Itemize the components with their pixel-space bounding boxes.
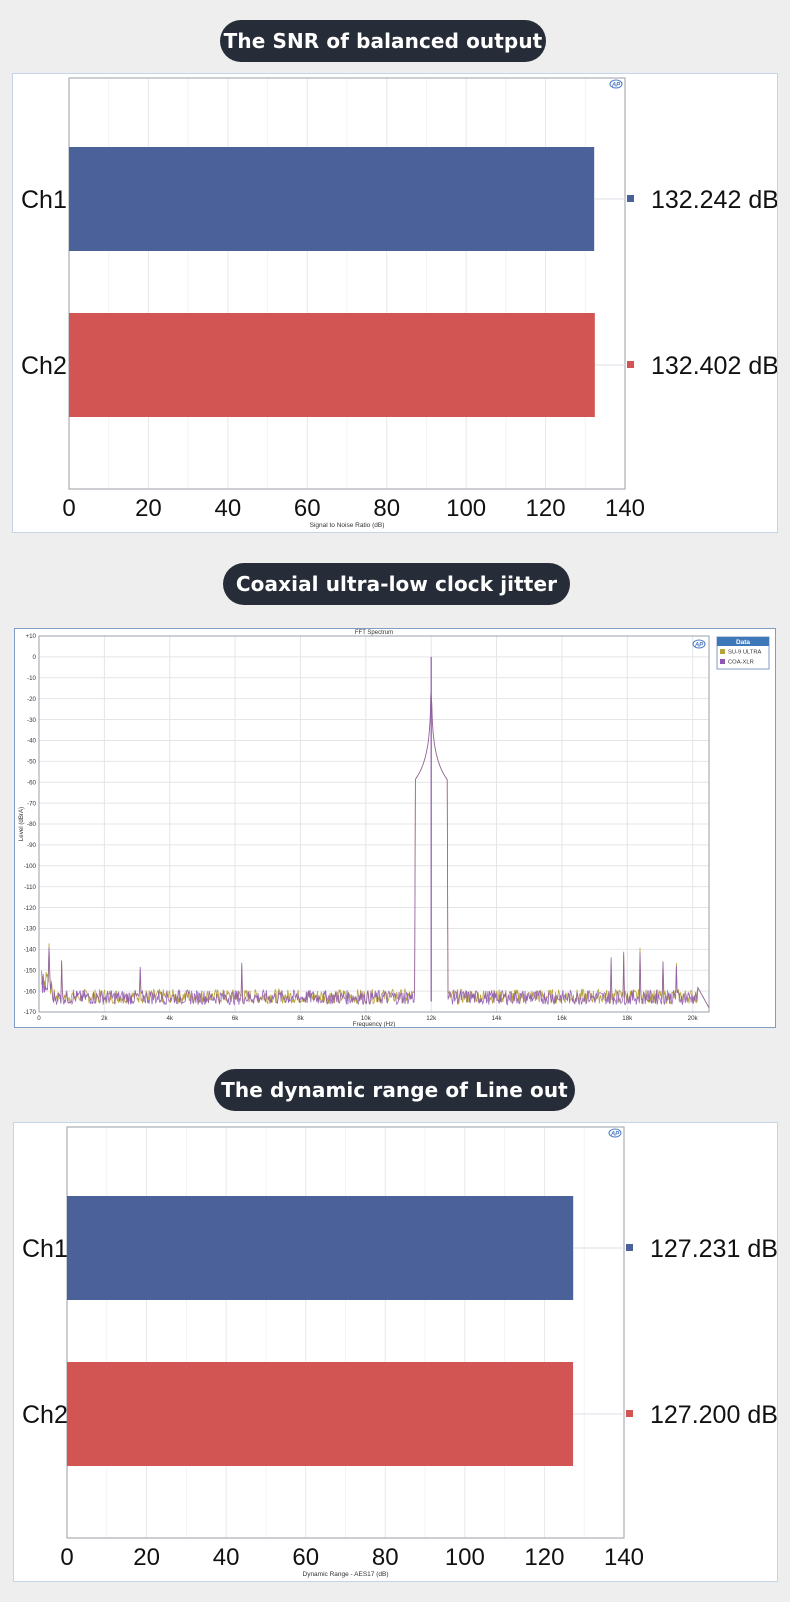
x-tick-label: 120 [524,1544,564,1571]
y-tick-label: -40 [27,738,37,745]
x-tick-label: 10k [361,1015,372,1022]
x-tick-label: 2k [101,1015,108,1022]
y-tick-label: +10 [26,633,37,640]
x-tick-label: 60 [294,495,321,522]
category-label: Ch1 [22,1235,68,1263]
fft-chart-title: FFT Spectrum [355,630,393,636]
category-label: Ch1 [21,186,67,214]
series-coa-xlr-line [41,692,710,1008]
x-axis-title: Signal to Noise Ratio (dB) [310,522,385,529]
x-tick-label: 6k [232,1015,239,1022]
data-label: 127.200 dB [650,1401,777,1429]
x-tick-label: 12k [426,1015,437,1022]
legend-marker [626,1410,633,1417]
plot-frame [66,1126,625,1539]
category-label: Ch2 [21,352,67,380]
x-tick-label: 40 [215,495,242,522]
dynamic-range-chart: AP Ch1 127.231 dB Ch2 127.200 dB 0 20 40 60 80 100… [13,1122,778,1582]
bar-ch2 [67,1362,574,1466]
legend-marker [627,361,634,368]
y-tick-label: -30 [27,717,37,724]
x-tick-label: 120 [526,495,566,522]
x-tick-label: 80 [373,495,400,522]
x-tick-label: 20k [688,1015,699,1022]
x-axis-title: Dynamic Range - AES17 (dB) [303,1571,389,1578]
y-tick-label: -20 [27,696,37,703]
x-tick-label: 60 [292,1544,319,1571]
plot-frame [38,635,710,1013]
ap-logo-icon [609,79,623,89]
legend-marker [627,195,634,202]
y-tick-label: -160 [24,988,37,995]
snr-chart: AP Ch1 132.242 dB Ch2 132.402 dB 0 20 40 60 80 100… [12,73,778,533]
y-tick-label: -90 [27,842,37,849]
snr-chart-svg: AP Ch1 132.242 dB Ch2 132.402 dB 0 20 40 60 80 100… [21,77,777,529]
y-tick-label: -100 [24,863,37,870]
x-tick-label: 100 [446,495,486,522]
x-tick-label: 0 [37,1015,41,1022]
ap-logo-text: AP [610,1132,620,1138]
dynamic-range-chart-svg: AP Ch1 127.231 dB Ch2 127.200 dB 0 20 40 60 80 100… [22,1126,777,1578]
bar-ch1 [69,147,595,251]
y-tick-label: 0 [33,654,37,661]
x-tick-label: 14k [492,1015,503,1022]
x-tick-label: 8k [297,1015,304,1022]
section-heading-dynamic-range: The dynamic range of Line out [214,1069,575,1111]
y-tick-label: -50 [27,759,37,766]
x-tick-label: 80 [372,1544,399,1571]
x-tick-label: 0 [60,1544,73,1571]
legend-entry: COA-XLR [728,660,754,666]
y-tick-label: -80 [27,821,37,828]
y-tick-label: -110 [24,884,36,891]
y-tick-label: -70 [27,800,37,807]
x-tick-label: 40 [213,1544,240,1571]
x-tick-label: 0 [62,495,75,522]
legend-header [717,637,769,646]
fft-chart-svg: FFT Spectrum +10 0 -10 -20 -30 -40 -50 -60 -70 -80… [18,630,770,1027]
section-heading-jitter: Coaxial ultra-low clock jitter [223,563,570,605]
x-tick-label: 140 [605,495,645,522]
x-tick-label: 20 [135,495,162,522]
y-tick-label: -130 [24,926,37,933]
x-axis-title: Frequency (Hz) [353,1021,396,1027]
fft-chart: FFT Spectrum +10 0 -10 -20 -30 -40 -50 -60 -70 -80… [14,628,776,1028]
data-label: 132.402 dB [651,352,777,380]
legend-swatch [720,649,725,654]
x-tick-label: 16k [557,1015,568,1022]
legend-swatch [720,659,725,664]
category-label: Ch2 [22,1401,68,1429]
x-tick-label: 18k [622,1015,633,1022]
ap-logo-icon [608,1128,622,1138]
series-su-9-ultra-line [41,692,710,1008]
y-tick-label: -140 [24,947,37,954]
ap-logo-text: AP [694,643,704,649]
section-heading-snr: The SNR of balanced output [220,20,546,62]
y-axis-title: Level (dBrA) [18,807,25,841]
x-tick-label: 4k [166,1015,173,1022]
x-tick-label: 140 [604,1544,644,1571]
legend-marker [626,1244,633,1251]
legend-entry: SU-9 ULTRA [728,650,762,656]
data-label: 132.242 dB [651,186,777,214]
data-label: 127.231 dB [650,1235,777,1263]
ap-logo-text: AP [611,83,621,89]
y-tick-label: -170 [24,1009,37,1016]
plot-frame [68,77,626,490]
ap-logo-icon [692,639,706,649]
bar-ch1 [67,1196,574,1300]
y-tick-label: -60 [27,779,37,786]
x-tick-label: 100 [445,1544,485,1571]
y-tick-label: -10 [27,675,37,682]
legend-title: Data [736,639,750,646]
y-tick-label: -150 [24,967,37,974]
y-tick-label: -120 [24,905,37,912]
x-tick-label: 20 [133,1544,160,1571]
bar-ch2 [69,313,595,417]
